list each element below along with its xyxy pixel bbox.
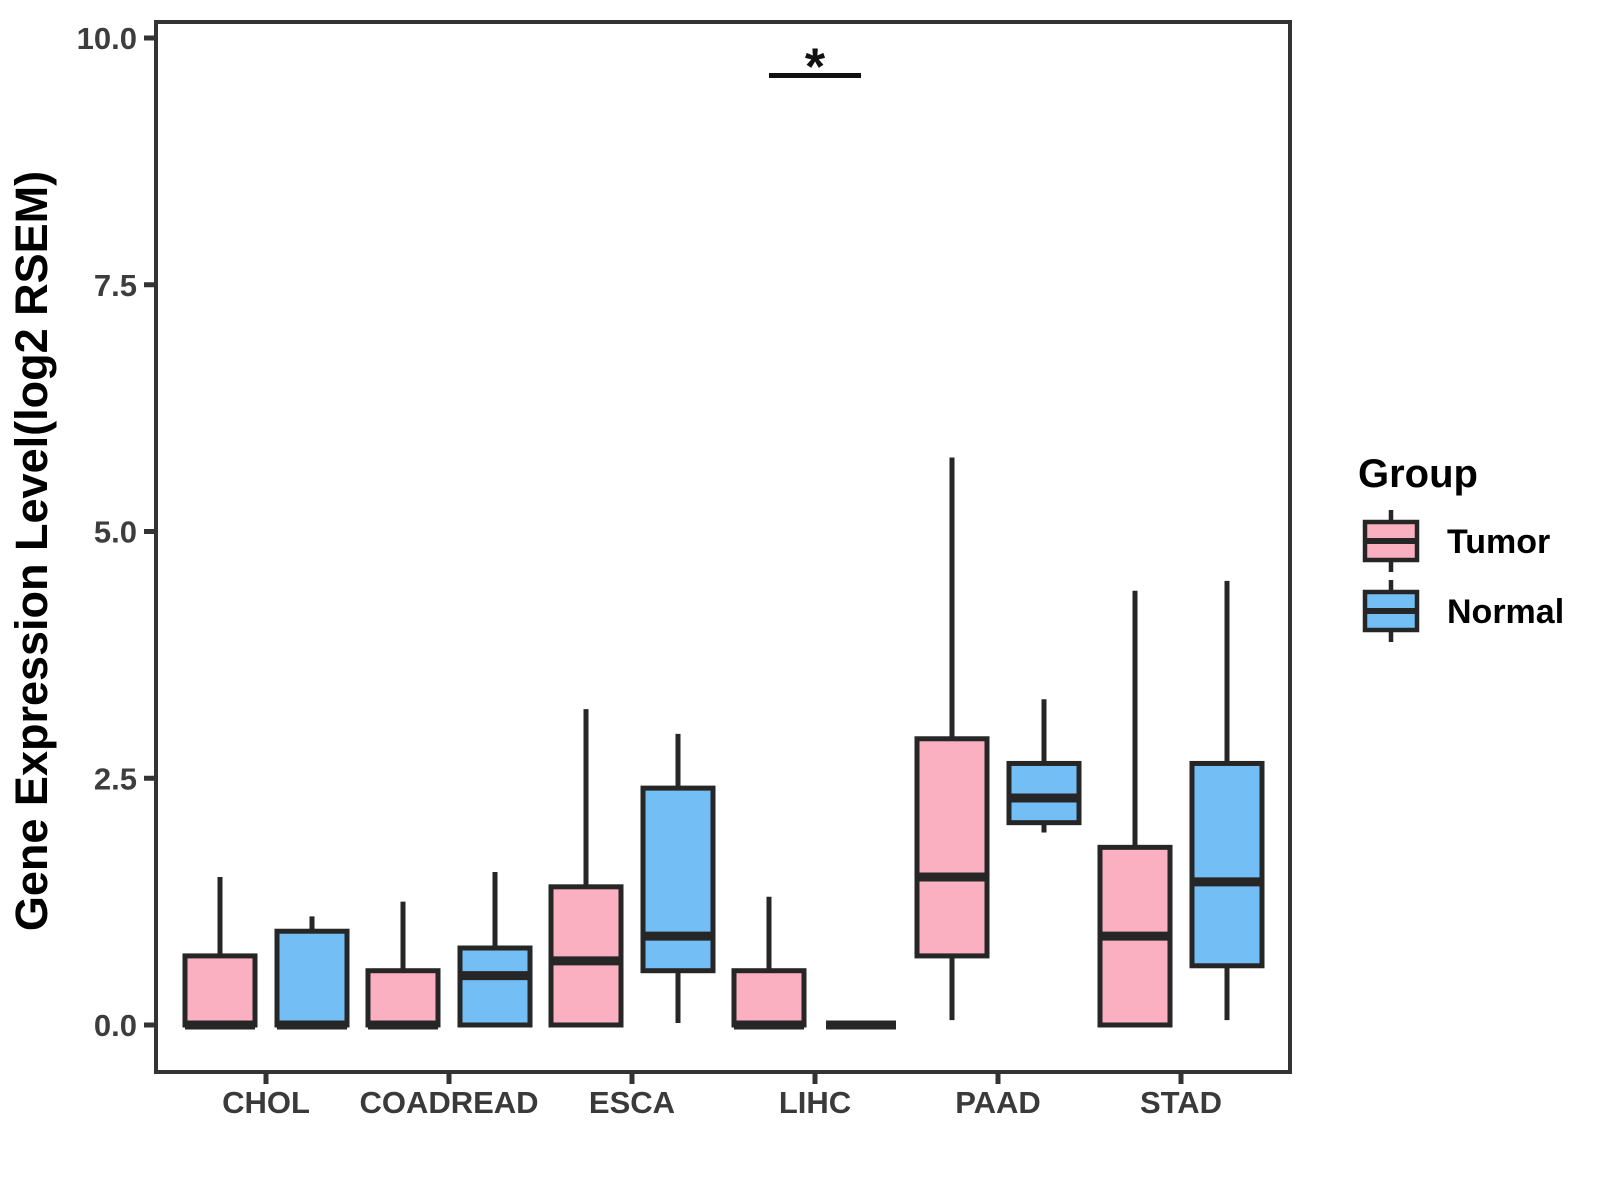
box-normal-paad — [1006, 760, 1082, 826]
box-tumor-lihc — [731, 968, 807, 1028]
legend: Group Tumor Normal — [1358, 452, 1564, 642]
box-normal-chol — [274, 928, 350, 1028]
x-category-label: LIHC — [779, 1085, 851, 1120]
legend-label-normal: Normal — [1447, 593, 1564, 631]
x-category-label: COADREAD — [359, 1085, 538, 1120]
legend-keys — [1362, 510, 1420, 642]
significance-asterisk: * — [805, 39, 826, 97]
box-normal-stad — [1189, 760, 1265, 969]
legend-title: Group — [1358, 452, 1478, 496]
legend-key-tumor — [1362, 510, 1420, 572]
box-normal-esca — [640, 785, 716, 974]
box-tumor-esca — [548, 884, 624, 1028]
y-tick-label: 10.0 — [77, 21, 137, 56]
x-category-label: PAAD — [955, 1085, 1041, 1120]
x-category-label: ESCA — [589, 1085, 675, 1120]
y-axis-title: Gene Expression Level(log2 RSEM) — [6, 171, 57, 931]
box-tumor-coadread — [365, 968, 441, 1028]
legend-label-tumor: Tumor — [1447, 523, 1550, 561]
legend-key-normal — [1362, 580, 1420, 642]
box-tumor-paad — [914, 736, 990, 959]
box-tumor-chol — [182, 953, 258, 1028]
x-category-label: STAD — [1140, 1085, 1222, 1120]
boxes-layer — [182, 457, 1265, 1030]
box-normal-coadread — [457, 945, 533, 1028]
panel-border — [154, 20, 1292, 1074]
y-tick-label: 0.0 — [94, 1008, 137, 1043]
y-tick-label: 2.5 — [94, 761, 137, 796]
axes-layer: 0.0 2.5 5.0 7.5 10.0 CHOL COADREAD ESCA LIHC PAAD… — [77, 20, 1292, 1120]
y-tick-label: 7.5 — [94, 268, 137, 303]
y-tick-label: 5.0 — [94, 515, 137, 550]
x-category-label: CHOL — [222, 1085, 310, 1120]
